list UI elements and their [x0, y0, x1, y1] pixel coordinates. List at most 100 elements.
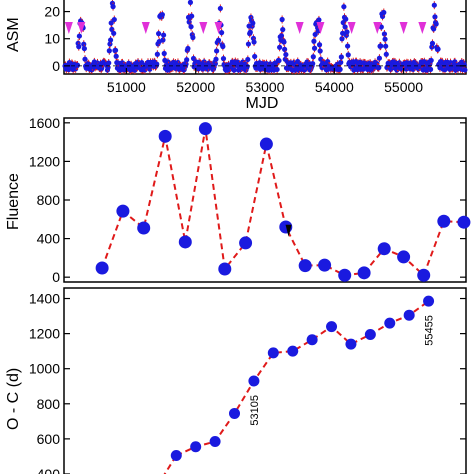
- asm-xtick-label: 55000: [384, 79, 423, 95]
- oc-point: [229, 407, 241, 419]
- asm-point: [107, 41, 113, 47]
- fluence-ytick-label: 400: [37, 231, 61, 247]
- fluence-point: [95, 261, 109, 275]
- asm-point: [106, 60, 112, 66]
- asm-point: [383, 43, 389, 49]
- oc-point: [306, 334, 318, 346]
- asm-triangle-marker: [214, 22, 223, 34]
- asm-point: [107, 37, 114, 43]
- fluence-point: [298, 259, 312, 273]
- oc-point: [403, 309, 415, 321]
- asm-ytick-label: 0: [52, 58, 60, 74]
- asm-triangle-marker: [141, 22, 150, 34]
- asm-point: [156, 31, 162, 37]
- asm-point: [215, 37, 222, 43]
- oc-axes: 400 600 800 1000 1200 1400: [29, 291, 466, 474]
- asm-point: [281, 39, 287, 45]
- asm-point: [345, 52, 351, 58]
- asm-point: [427, 66, 434, 72]
- fluence-point: [218, 262, 232, 276]
- fluence-ytick-label: 1600: [29, 115, 60, 131]
- asm-point: [189, 13, 195, 19]
- asm-triangle-marker: [399, 22, 408, 34]
- fluence-axes: 0 400 800 1200 1600: [29, 115, 466, 285]
- oc-ytick-label: 400: [37, 466, 61, 474]
- asm-point: [344, 29, 350, 35]
- oc-point: [287, 345, 299, 357]
- asm-point: [345, 43, 351, 49]
- fluence-point: [318, 258, 332, 272]
- oc-ylabel: O - C (d): [5, 368, 22, 430]
- asm-triangle-marker: [295, 22, 304, 34]
- asm-point: [219, 30, 225, 36]
- oc-annotation-label: 55455: [424, 315, 436, 346]
- asm-point: [244, 63, 250, 70]
- asm-axes: 0 10 20 51000 52000 53000 54000 55000: [44, 4, 466, 95]
- asm-point: [376, 65, 382, 71]
- asm-point: [185, 45, 191, 52]
- asm-point: [462, 67, 468, 73]
- asm-point: [433, 21, 439, 27]
- asm-point: [217, 5, 223, 12]
- asm-point: [187, 0, 194, 5]
- fluence-point: [397, 250, 411, 264]
- asm-ylabel: ASM: [5, 17, 22, 52]
- asm-point: [81, 41, 87, 47]
- oc-ytick-label: 1200: [29, 326, 60, 342]
- asm-point: [220, 56, 227, 62]
- fluence-point: [457, 215, 471, 229]
- fluence-point: [137, 221, 151, 235]
- asm-point: [461, 62, 467, 68]
- asm-point: [381, 9, 387, 16]
- asm-xtick-label: 54000: [315, 79, 354, 95]
- asm-point: [139, 59, 145, 66]
- asm-point: [431, 2, 437, 8]
- asm-xtick-label: 51000: [107, 79, 146, 95]
- asm-point: [279, 16, 285, 23]
- fluence-point: [357, 266, 371, 280]
- asm-point: [76, 44, 82, 50]
- oc-point: [384, 317, 396, 329]
- mjd-xlabel: MJD: [246, 95, 279, 112]
- asm-point: [81, 45, 87, 52]
- asm-point: [383, 51, 389, 57]
- fluence-point: [417, 268, 431, 282]
- fluence-point: [116, 204, 130, 218]
- asm-point: [382, 36, 388, 42]
- oc-ytick-label: 1400: [29, 291, 60, 307]
- asm-point: [213, 56, 219, 62]
- asm-point: [339, 36, 345, 42]
- fluence-ylabel: Fluence: [5, 173, 22, 230]
- asm-point: [274, 66, 280, 73]
- asm-triangle-marker: [64, 22, 73, 34]
- asm-xtick-label: 53000: [246, 79, 285, 95]
- asm-point: [220, 43, 226, 50]
- asm-point: [160, 32, 167, 38]
- asm-point: [318, 56, 324, 62]
- asm-ytick-label: 20: [44, 4, 60, 20]
- asm-plot-area: [62, 0, 468, 75]
- asm-point: [74, 62, 81, 68]
- asm-point: [429, 40, 436, 46]
- asm-point: [188, 24, 194, 30]
- oc-point: [209, 436, 221, 448]
- oc-plot-area: 53105 55455: [163, 295, 436, 474]
- oc-point: [364, 328, 376, 340]
- asm-point: [317, 48, 323, 54]
- asm-point: [154, 61, 160, 67]
- panel-asm: 0 10 20 51000 52000 53000 54000 55000 ASM MJD: [5, 0, 468, 112]
- asm-point: [337, 66, 343, 72]
- asm-point: [310, 54, 316, 60]
- asm-point: [316, 42, 323, 48]
- asm-triangle-marker: [199, 22, 208, 34]
- asm-point: [190, 34, 196, 41]
- fluence-point: [338, 268, 352, 282]
- asm-point: [184, 57, 190, 63]
- oc-point: [345, 338, 357, 350]
- fluence-plot-area: [95, 122, 471, 282]
- asm-triangle-marker: [77, 22, 86, 34]
- asm-point: [247, 29, 253, 35]
- asm-point: [343, 16, 349, 22]
- asm-point: [186, 19, 192, 25]
- asm-point: [283, 51, 289, 58]
